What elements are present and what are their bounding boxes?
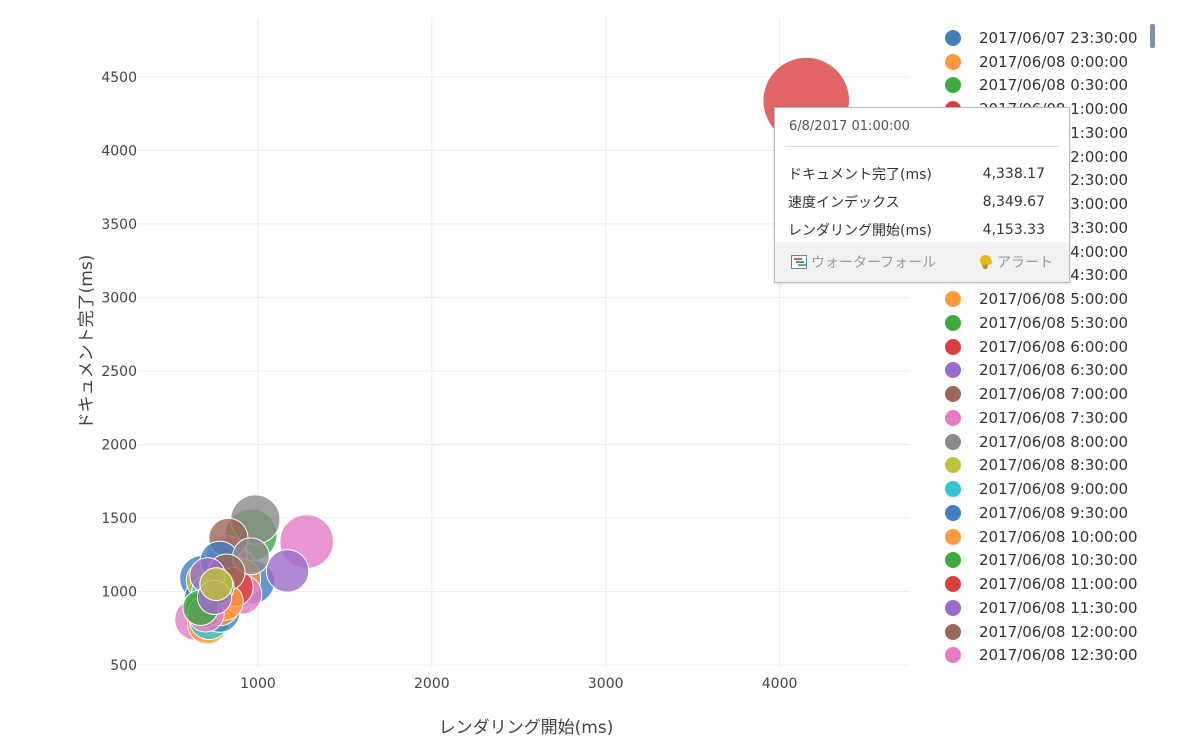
legend-swatch: [945, 338, 961, 355]
legend-item[interactable]: 2017/06/08 6:00:00: [932, 335, 1172, 359]
legend-label: 2017/06/08 10:30:00: [979, 551, 1138, 570]
legend-item[interactable]: 2017/06/08 10:30:00: [932, 549, 1172, 573]
legend-scrollbar[interactable]: [1150, 24, 1155, 48]
legend-swatch: [945, 576, 961, 593]
y-tick-label: 2000: [101, 437, 137, 453]
legend-label: 2017/06/08 11:30:00: [979, 598, 1138, 617]
legend-label: 2017/06/08 8:30:00: [979, 456, 1129, 475]
y-tick-label: 2500: [101, 364, 137, 380]
legend-label: 2017/06/08 12:30:00: [979, 646, 1138, 665]
tooltip-label: ドキュメント完了(ms): [788, 167, 932, 183]
legend-label: 2017/06/08 10:00:00: [979, 527, 1138, 546]
legend-swatch: [945, 53, 961, 70]
legend-label: 2017/06/08 0:30:00: [979, 76, 1129, 95]
waterfall-label: ウォーターフォール: [811, 255, 937, 271]
legend-swatch: [945, 552, 961, 569]
y-tick-label: 1000: [101, 585, 137, 601]
legend-item[interactable]: 2017/06/08 8:30:00: [932, 454, 1172, 478]
tooltip-row-document: ドキュメント完了(ms) 4,338.17: [788, 164, 1045, 184]
data-point[interactable]: [265, 549, 310, 593]
legend-swatch: [945, 362, 961, 379]
legend-swatch: [945, 599, 961, 616]
y-tick-label: 4500: [101, 70, 137, 86]
legend-item[interactable]: 2017/06/08 11:00:00: [932, 572, 1172, 596]
tooltip-separator: [785, 146, 1059, 147]
legend-item[interactable]: 2017/06/08 9:00:00: [932, 477, 1172, 501]
legend-swatch: [945, 314, 961, 331]
tooltip: 6/8/2017 01:00:00 ドキュメント完了(ms) 4,338.17 …: [774, 107, 1070, 283]
legend-swatch: [945, 386, 961, 403]
legend-item[interactable]: 2017/06/08 7:00:00: [932, 382, 1172, 406]
legend-swatch: [945, 77, 961, 94]
legend-label: 2017/06/08 12:00:00: [979, 622, 1138, 641]
legend-item[interactable]: 2017/06/08 0:00:00: [932, 50, 1172, 74]
legend-label: 2017/06/08 6:00:00: [979, 337, 1129, 356]
legend-item[interactable]: 2017/06/08 5:30:00: [932, 311, 1172, 335]
legend-item[interactable]: 2017/06/08 6:30:00: [932, 359, 1172, 383]
data-points: [174, 56, 851, 645]
legend-label: 2017/06/07 23:30:00: [979, 28, 1138, 47]
x-tick-label: 1000: [240, 676, 276, 692]
tooltip-value: 4,338.17: [982, 166, 1045, 182]
legend-label: 2017/06/08 9:30:00: [979, 503, 1129, 522]
legend-item[interactable]: 2017/06/08 10:00:00: [932, 525, 1172, 549]
x-tick-label: 3000: [588, 676, 624, 692]
y-tick-label: 500: [110, 658, 137, 674]
legend-item[interactable]: 2017/06/08 5:00:00: [932, 287, 1172, 311]
y-tick-label: 3500: [101, 217, 137, 233]
y-tick-label: 4000: [101, 143, 137, 159]
legend-swatch: [945, 647, 961, 664]
tooltip-row-speed-index: 速度インデックス 8,349.67: [788, 192, 1045, 212]
x-axis-title: レンダリング開始(ms): [439, 718, 614, 738]
alert-label: アラート: [997, 255, 1053, 271]
bell-icon: [978, 254, 994, 270]
waterfall-icon: [791, 255, 807, 269]
legend-label: 2017/06/08 8:00:00: [979, 432, 1129, 451]
legend-swatch: [945, 457, 961, 474]
legend-swatch: [945, 409, 961, 426]
tooltip-value: 8,349.67: [982, 194, 1045, 210]
data-point[interactable]: [199, 567, 234, 602]
legend-item[interactable]: 2017/06/08 12:00:00: [932, 620, 1172, 644]
y-tick-label: 1500: [101, 511, 137, 527]
legend-label: 2017/06/08 6:30:00: [979, 361, 1129, 380]
tooltip-title: 6/8/2017 01:00:00: [789, 119, 910, 134]
x-tick-label: 2000: [414, 676, 450, 692]
tooltip-row-render-start: レンダリング開始(ms) 4,153.33: [788, 220, 1045, 240]
alert-link[interactable]: アラート: [978, 252, 1053, 272]
x-tick-label: 4000: [762, 676, 798, 692]
tooltip-footer: ウォーターフォール アラート: [775, 242, 1069, 282]
tooltip-value: 4,153.33: [982, 222, 1045, 238]
legend-swatch: [945, 528, 961, 545]
tooltip-label: 速度インデックス: [788, 195, 900, 211]
legend-label: 2017/06/08 5:00:00: [979, 290, 1129, 309]
y-axis-title: ドキュメント完了(ms): [77, 255, 97, 430]
legend-item[interactable]: 2017/06/07 23:30:00: [932, 26, 1172, 50]
legend-item[interactable]: 2017/06/08 0:30:00: [932, 74, 1172, 98]
legend-label: 2017/06/08 5:30:00: [979, 313, 1129, 332]
legend-label: 2017/06/08 0:00:00: [979, 52, 1129, 71]
legend-label: 2017/06/08 11:00:00: [979, 575, 1138, 594]
legend-swatch: [945, 29, 961, 46]
legend-item[interactable]: 2017/06/08 11:30:00: [932, 596, 1172, 620]
legend-swatch: [945, 504, 961, 521]
legend-swatch: [945, 291, 961, 308]
x-axis-ticks: 1000 2000 3000 4000: [240, 676, 797, 692]
legend-label: 2017/06/08 7:30:00: [979, 408, 1129, 427]
legend-label: 2017/06/08 9:00:00: [979, 480, 1129, 499]
waterfall-link[interactable]: ウォーターフォール: [791, 252, 936, 272]
legend-swatch: [945, 433, 961, 450]
legend-item[interactable]: 2017/06/08 9:30:00: [932, 501, 1172, 525]
tooltip-label: レンダリング開始(ms): [788, 223, 932, 239]
legend-item[interactable]: 2017/06/08 12:30:00: [932, 644, 1172, 668]
legend-item[interactable]: 2017/06/08 7:30:00: [932, 406, 1172, 430]
y-axis-ticks: 500 1000 1500 2000 2500 3000 3500 4000 4500: [101, 70, 137, 674]
legend-swatch: [945, 623, 961, 640]
legend-label: 2017/06/08 7:00:00: [979, 385, 1129, 404]
y-tick-label: 3000: [101, 290, 137, 306]
legend-item[interactable]: 2017/06/08 8:00:00: [932, 430, 1172, 454]
legend-swatch: [945, 481, 961, 498]
